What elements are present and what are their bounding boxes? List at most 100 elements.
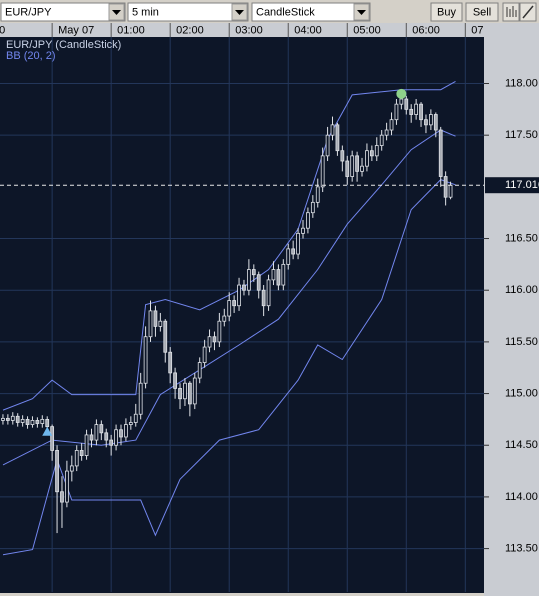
sell-button[interactable]: Sell <box>465 2 499 22</box>
x-tick-label: 01:00 <box>117 24 145 36</box>
candle-body <box>202 346 207 363</box>
candle-body <box>394 103 399 121</box>
candle-body <box>222 315 227 322</box>
candle-body <box>25 419 30 425</box>
candle-body <box>414 103 418 115</box>
candle-body <box>99 424 104 434</box>
y-tick-label: 114.00 <box>505 491 538 503</box>
candle-body <box>5 417 10 421</box>
x-tick-label: 07:0 <box>471 24 492 36</box>
candle-body <box>320 155 325 188</box>
indicator-button[interactable] <box>502 2 520 22</box>
candle-body <box>345 160 350 177</box>
candle-body <box>301 227 305 234</box>
y-tick-label: 116.00 <box>505 284 538 296</box>
candle-body <box>276 269 281 286</box>
last-price-label: 117.016 <box>505 179 539 191</box>
candle-body <box>207 336 212 348</box>
candle-body <box>251 269 256 276</box>
bollinger-band <box>2 80 456 411</box>
y-tick-label: 113.50 <box>505 542 538 554</box>
candle-body <box>10 415 15 421</box>
candle-body <box>119 429 123 438</box>
candle-body <box>168 351 173 374</box>
candle-body <box>114 429 118 446</box>
trade-marker <box>42 426 53 436</box>
candle-body <box>197 362 202 379</box>
x-tick-label: 05:00 <box>353 24 381 36</box>
candle-body <box>153 310 158 327</box>
price-axis: 113.50 114.00 114.50 115.00 115.50 116.00 116.… <box>484 77 539 554</box>
candle-body <box>212 336 217 343</box>
symbol-dropdown[interactable]: EUR/JPY <box>0 2 126 22</box>
buy-text: Buy <box>437 6 456 18</box>
candle-body <box>79 450 84 456</box>
candle-body <box>50 426 55 451</box>
candle-body <box>89 434 94 441</box>
candle-body <box>74 450 79 467</box>
candle-body <box>330 124 335 136</box>
bollinger-band <box>2 129 456 466</box>
candle-body <box>109 439 114 446</box>
trade-marker <box>396 88 407 99</box>
candle-body <box>271 269 276 281</box>
y-tick-label: 118.00 <box>505 77 538 89</box>
candle-body <box>143 336 148 384</box>
y-tick-label: 114.50 <box>505 439 538 451</box>
candle-body <box>350 155 355 177</box>
candle-body <box>315 186 320 203</box>
x-tick-label: 04:00 <box>294 24 322 36</box>
grid-layer <box>0 37 484 592</box>
y-tick-label: 115.00 <box>505 387 538 399</box>
candle-body <box>438 129 443 177</box>
candle-body <box>335 124 340 152</box>
last-price-box <box>485 177 539 194</box>
candle-body <box>306 212 310 229</box>
time-axis-bg <box>0 23 484 37</box>
draw-line-button[interactable] <box>519 2 537 22</box>
candle-body <box>183 382 187 400</box>
candle-body <box>232 300 237 307</box>
candle-body <box>84 434 89 456</box>
candle-body <box>256 274 261 291</box>
candle-body <box>1 417 5 421</box>
sell-text: Sell <box>473 6 491 18</box>
y-tick-label: 116.50 <box>505 232 538 244</box>
candle-body <box>404 98 409 110</box>
candle-body <box>424 119 428 126</box>
candle-body <box>60 491 64 503</box>
bollinger-band <box>2 179 456 556</box>
candle-body <box>310 201 315 214</box>
candle-body <box>178 387 182 400</box>
candle-body <box>40 419 45 424</box>
candle-body <box>45 419 50 428</box>
candle-body <box>133 413 138 423</box>
candle-body <box>365 150 369 167</box>
candle-body <box>227 300 232 317</box>
candle-body <box>247 269 251 291</box>
x-tick-label: 06:00 <box>412 24 440 36</box>
buy-button[interactable]: Buy <box>430 2 463 22</box>
candle-body <box>355 155 359 172</box>
candle-body <box>286 248 291 265</box>
candle-body <box>419 103 423 121</box>
candle-body <box>409 108 414 115</box>
interval-dropdown[interactable]: 5 min <box>127 2 249 22</box>
y-tick-label: 115.50 <box>505 336 538 348</box>
candle-body <box>65 470 69 503</box>
chart-title: EUR/JPY (CandleStick) <box>6 39 121 51</box>
candle-body <box>266 279 271 307</box>
y-tick-label: 117.50 <box>505 129 538 141</box>
candle-body <box>360 165 364 172</box>
candle-body <box>443 176 448 198</box>
candle-body <box>173 372 177 389</box>
style-dropdown[interactable]: CandleStick <box>251 2 371 22</box>
candle-body <box>399 98 404 105</box>
candle-body <box>237 284 241 307</box>
candle-body <box>187 382 192 405</box>
candle-body <box>325 134 330 157</box>
candle-body <box>55 450 59 493</box>
indicator-label: BB (20, 2) <box>6 50 56 62</box>
style-text: CandleStick <box>256 6 315 18</box>
